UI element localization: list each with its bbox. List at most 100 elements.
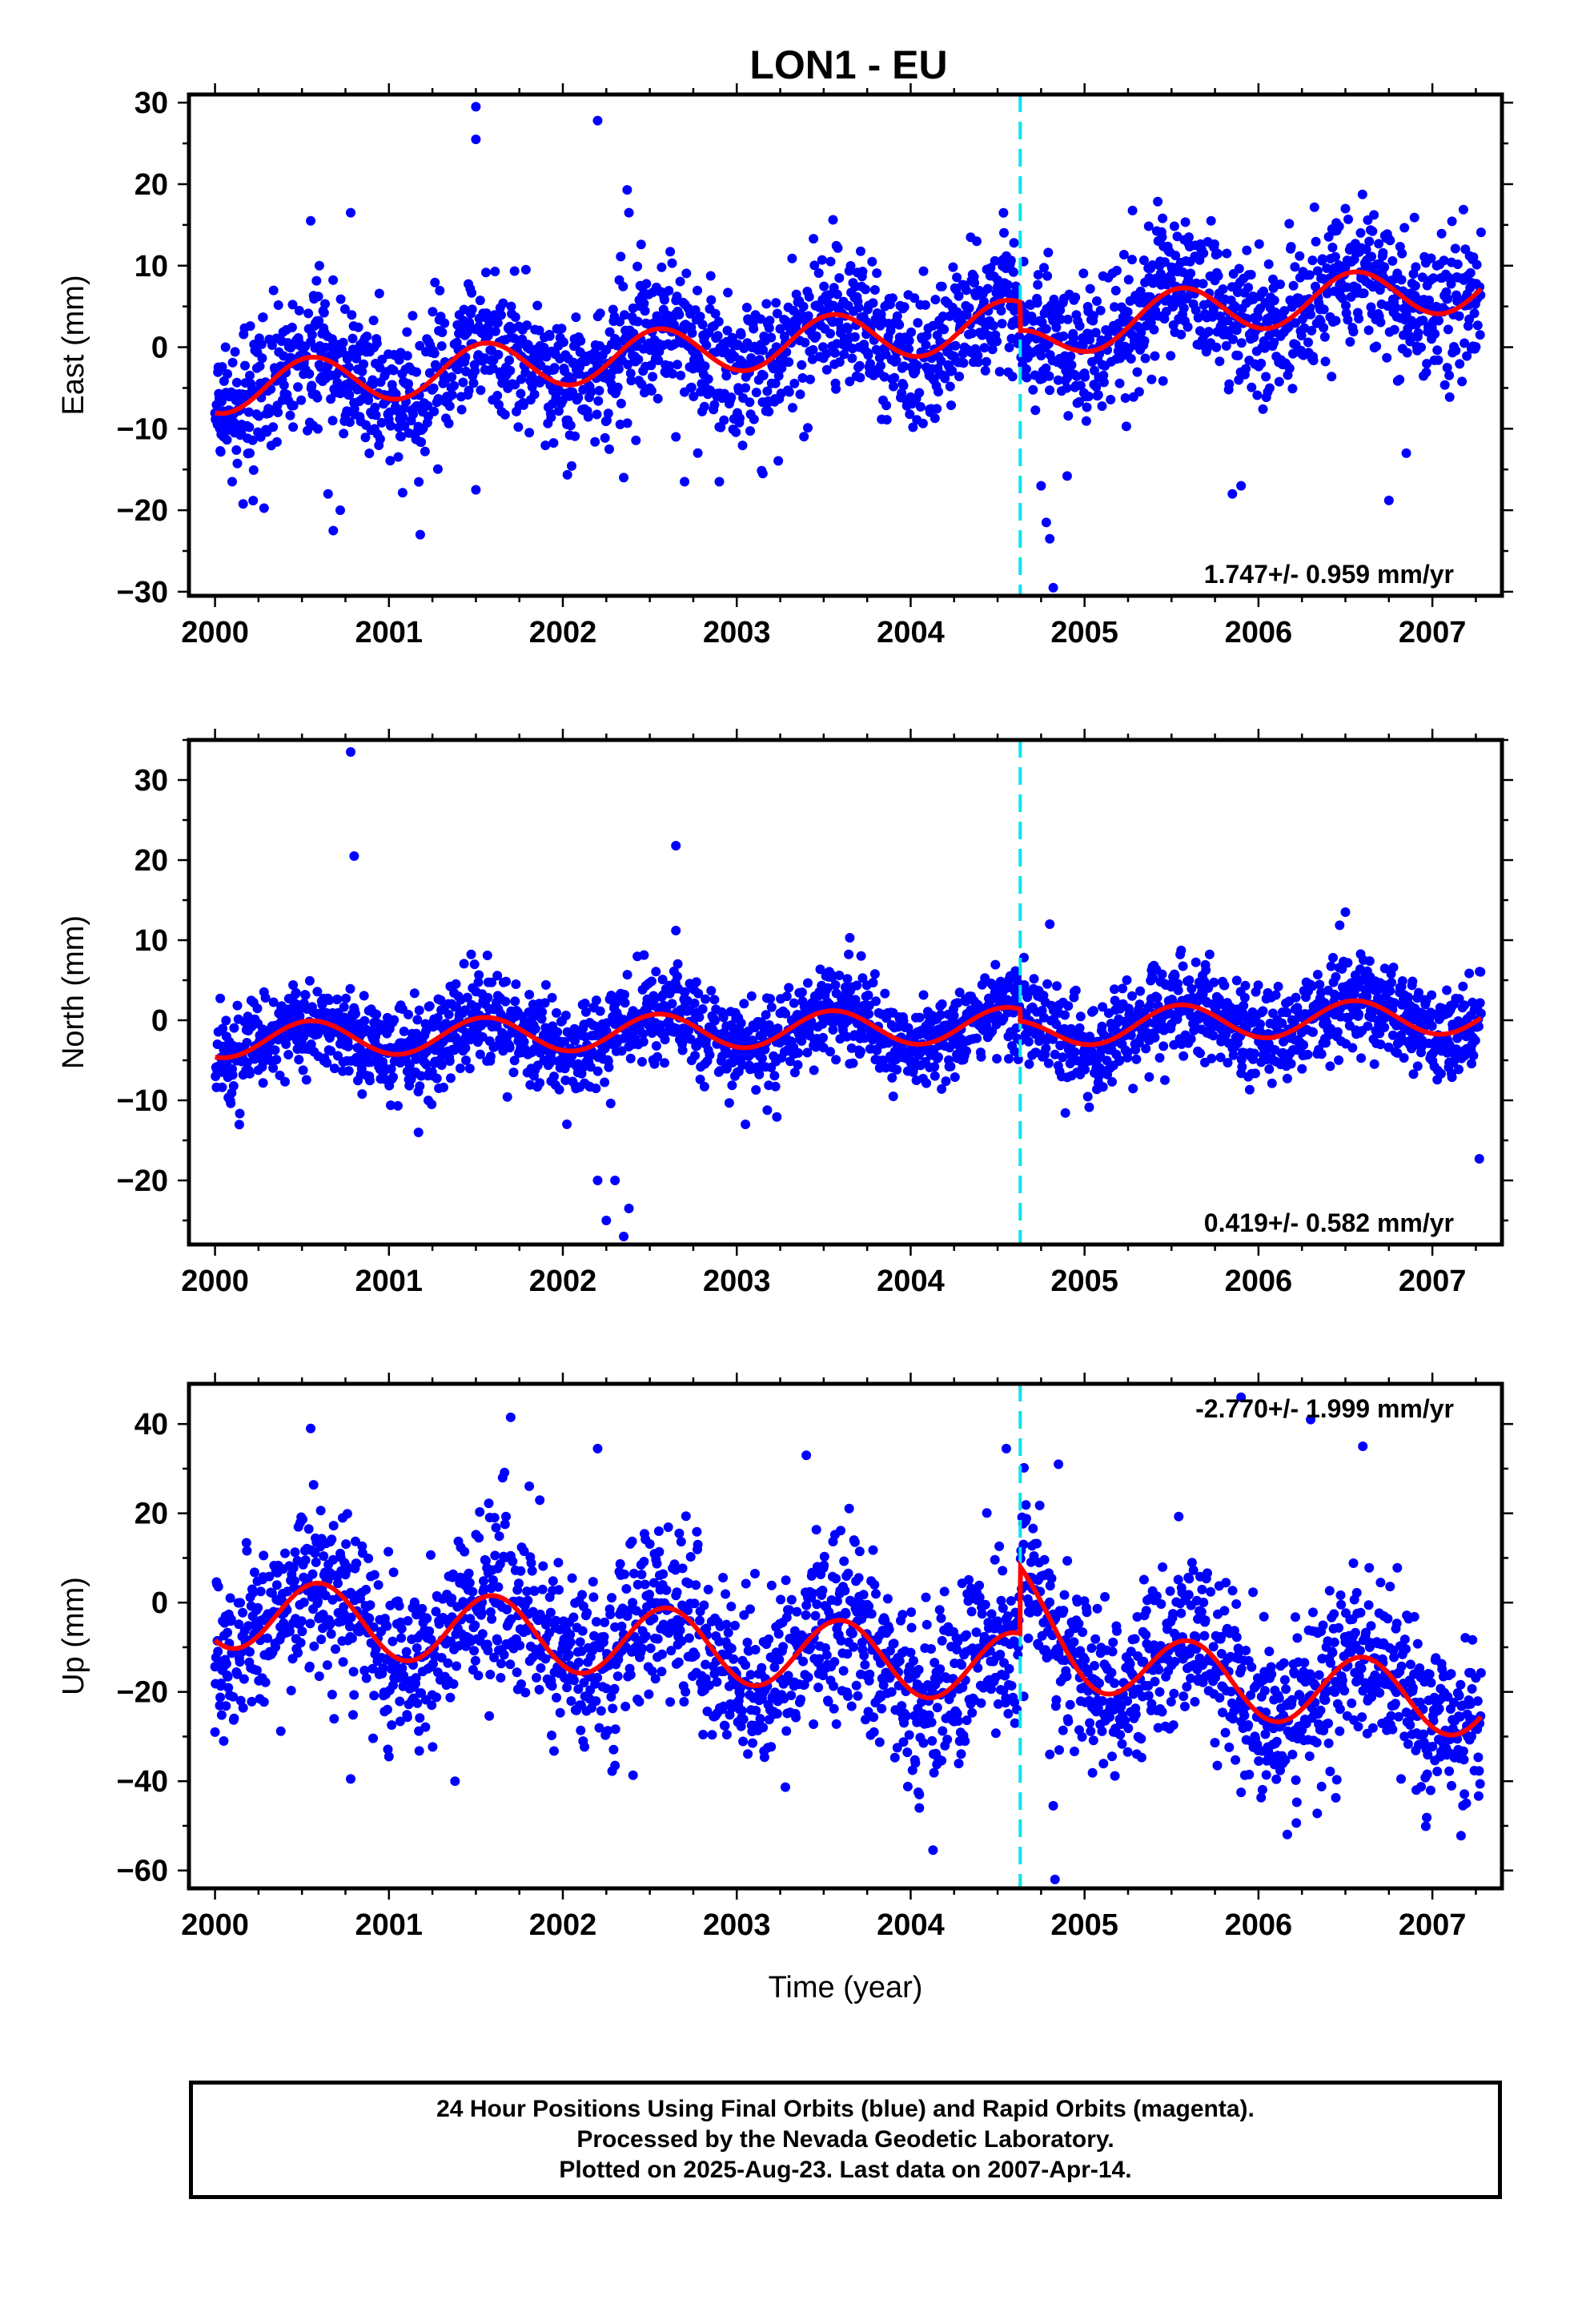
data-point [428, 307, 438, 317]
data-point [1215, 1052, 1226, 1063]
data-point [938, 312, 948, 321]
data-point [1334, 1055, 1344, 1065]
data-point [473, 977, 484, 987]
data-point [1320, 356, 1331, 367]
data-point [982, 356, 991, 367]
data-point [735, 413, 745, 424]
data-point [639, 298, 649, 308]
data-point [270, 1045, 280, 1055]
data-point [1045, 533, 1055, 544]
data-point [1180, 217, 1191, 227]
data-point [793, 1059, 803, 1070]
data-point [689, 392, 699, 401]
data-point [413, 1128, 424, 1137]
data-point [697, 1004, 708, 1014]
data-point [1247, 382, 1257, 392]
data-point [600, 432, 610, 443]
data-point [220, 342, 231, 352]
data-point [1450, 243, 1460, 254]
data-point [1169, 1039, 1179, 1050]
data-point [252, 1003, 263, 1014]
data-point [389, 1015, 400, 1025]
data-point [1009, 238, 1019, 248]
data-point [1458, 204, 1468, 215]
data-point [749, 324, 759, 334]
data-point [651, 1041, 661, 1051]
data-point [1399, 1053, 1409, 1063]
data-point [1032, 298, 1042, 308]
data-point [1290, 262, 1300, 272]
data-point [764, 407, 774, 416]
data-point [474, 970, 484, 980]
data-point [540, 979, 551, 990]
data-point [979, 296, 989, 307]
data-point [992, 1054, 1002, 1063]
data-point [646, 386, 656, 396]
data-point [1209, 239, 1219, 249]
data-point [765, 316, 775, 326]
data-point [472, 1002, 482, 1012]
data-point [964, 303, 974, 313]
data-point [713, 316, 724, 327]
data-point [1088, 311, 1098, 321]
data-point [223, 1627, 232, 1638]
data-point [946, 400, 956, 411]
data-point [1209, 977, 1219, 987]
data-point [1433, 355, 1443, 365]
data-point [1315, 979, 1325, 990]
data-point [638, 1029, 648, 1039]
data-point [987, 344, 998, 355]
data-point [540, 440, 551, 451]
data-point [1213, 248, 1223, 259]
data-point [797, 987, 807, 998]
data-point [1392, 1047, 1403, 1058]
data-point [741, 303, 752, 312]
data-point [452, 1002, 462, 1012]
data-point [867, 256, 877, 267]
data-point [323, 489, 333, 499]
data-point [519, 1037, 529, 1047]
data-point [436, 995, 446, 1005]
data-point [949, 1011, 959, 1021]
data-point [1231, 325, 1242, 336]
data-point [1287, 384, 1298, 394]
y-tick-label: −30 [117, 576, 168, 609]
chart-title: LON1 - EU [749, 42, 947, 87]
data-point [815, 964, 825, 975]
data-point [821, 364, 832, 375]
data-point [832, 289, 842, 300]
data-point [1251, 1068, 1260, 1079]
data-point [1303, 337, 1313, 348]
data-point [586, 387, 596, 397]
data-point [1022, 372, 1032, 383]
data-point [267, 340, 277, 350]
data-point [700, 361, 710, 372]
data-point [1206, 215, 1216, 226]
data-point [745, 397, 755, 408]
data-point [622, 970, 632, 980]
data-point [213, 1582, 223, 1592]
data-point [871, 344, 881, 355]
data-point [294, 305, 304, 316]
data-point [1150, 351, 1160, 361]
data-point [1098, 1082, 1108, 1092]
data-point [668, 368, 678, 379]
data-point [456, 404, 467, 415]
data-point [797, 360, 807, 370]
data-point [1367, 251, 1377, 262]
data-point [771, 298, 781, 308]
data-point [529, 389, 540, 400]
data-point [1004, 342, 1014, 352]
data-point [921, 1078, 932, 1088]
data-point [1388, 963, 1399, 972]
data-point [1274, 376, 1284, 387]
data-point [1286, 1059, 1296, 1069]
data-point [869, 969, 880, 979]
data-point [1371, 341, 1382, 352]
data-point [554, 406, 564, 416]
data-point [362, 332, 372, 341]
data-point [1169, 221, 1179, 231]
data-point [423, 400, 433, 411]
data-point [863, 990, 873, 1000]
data-point [287, 300, 298, 310]
